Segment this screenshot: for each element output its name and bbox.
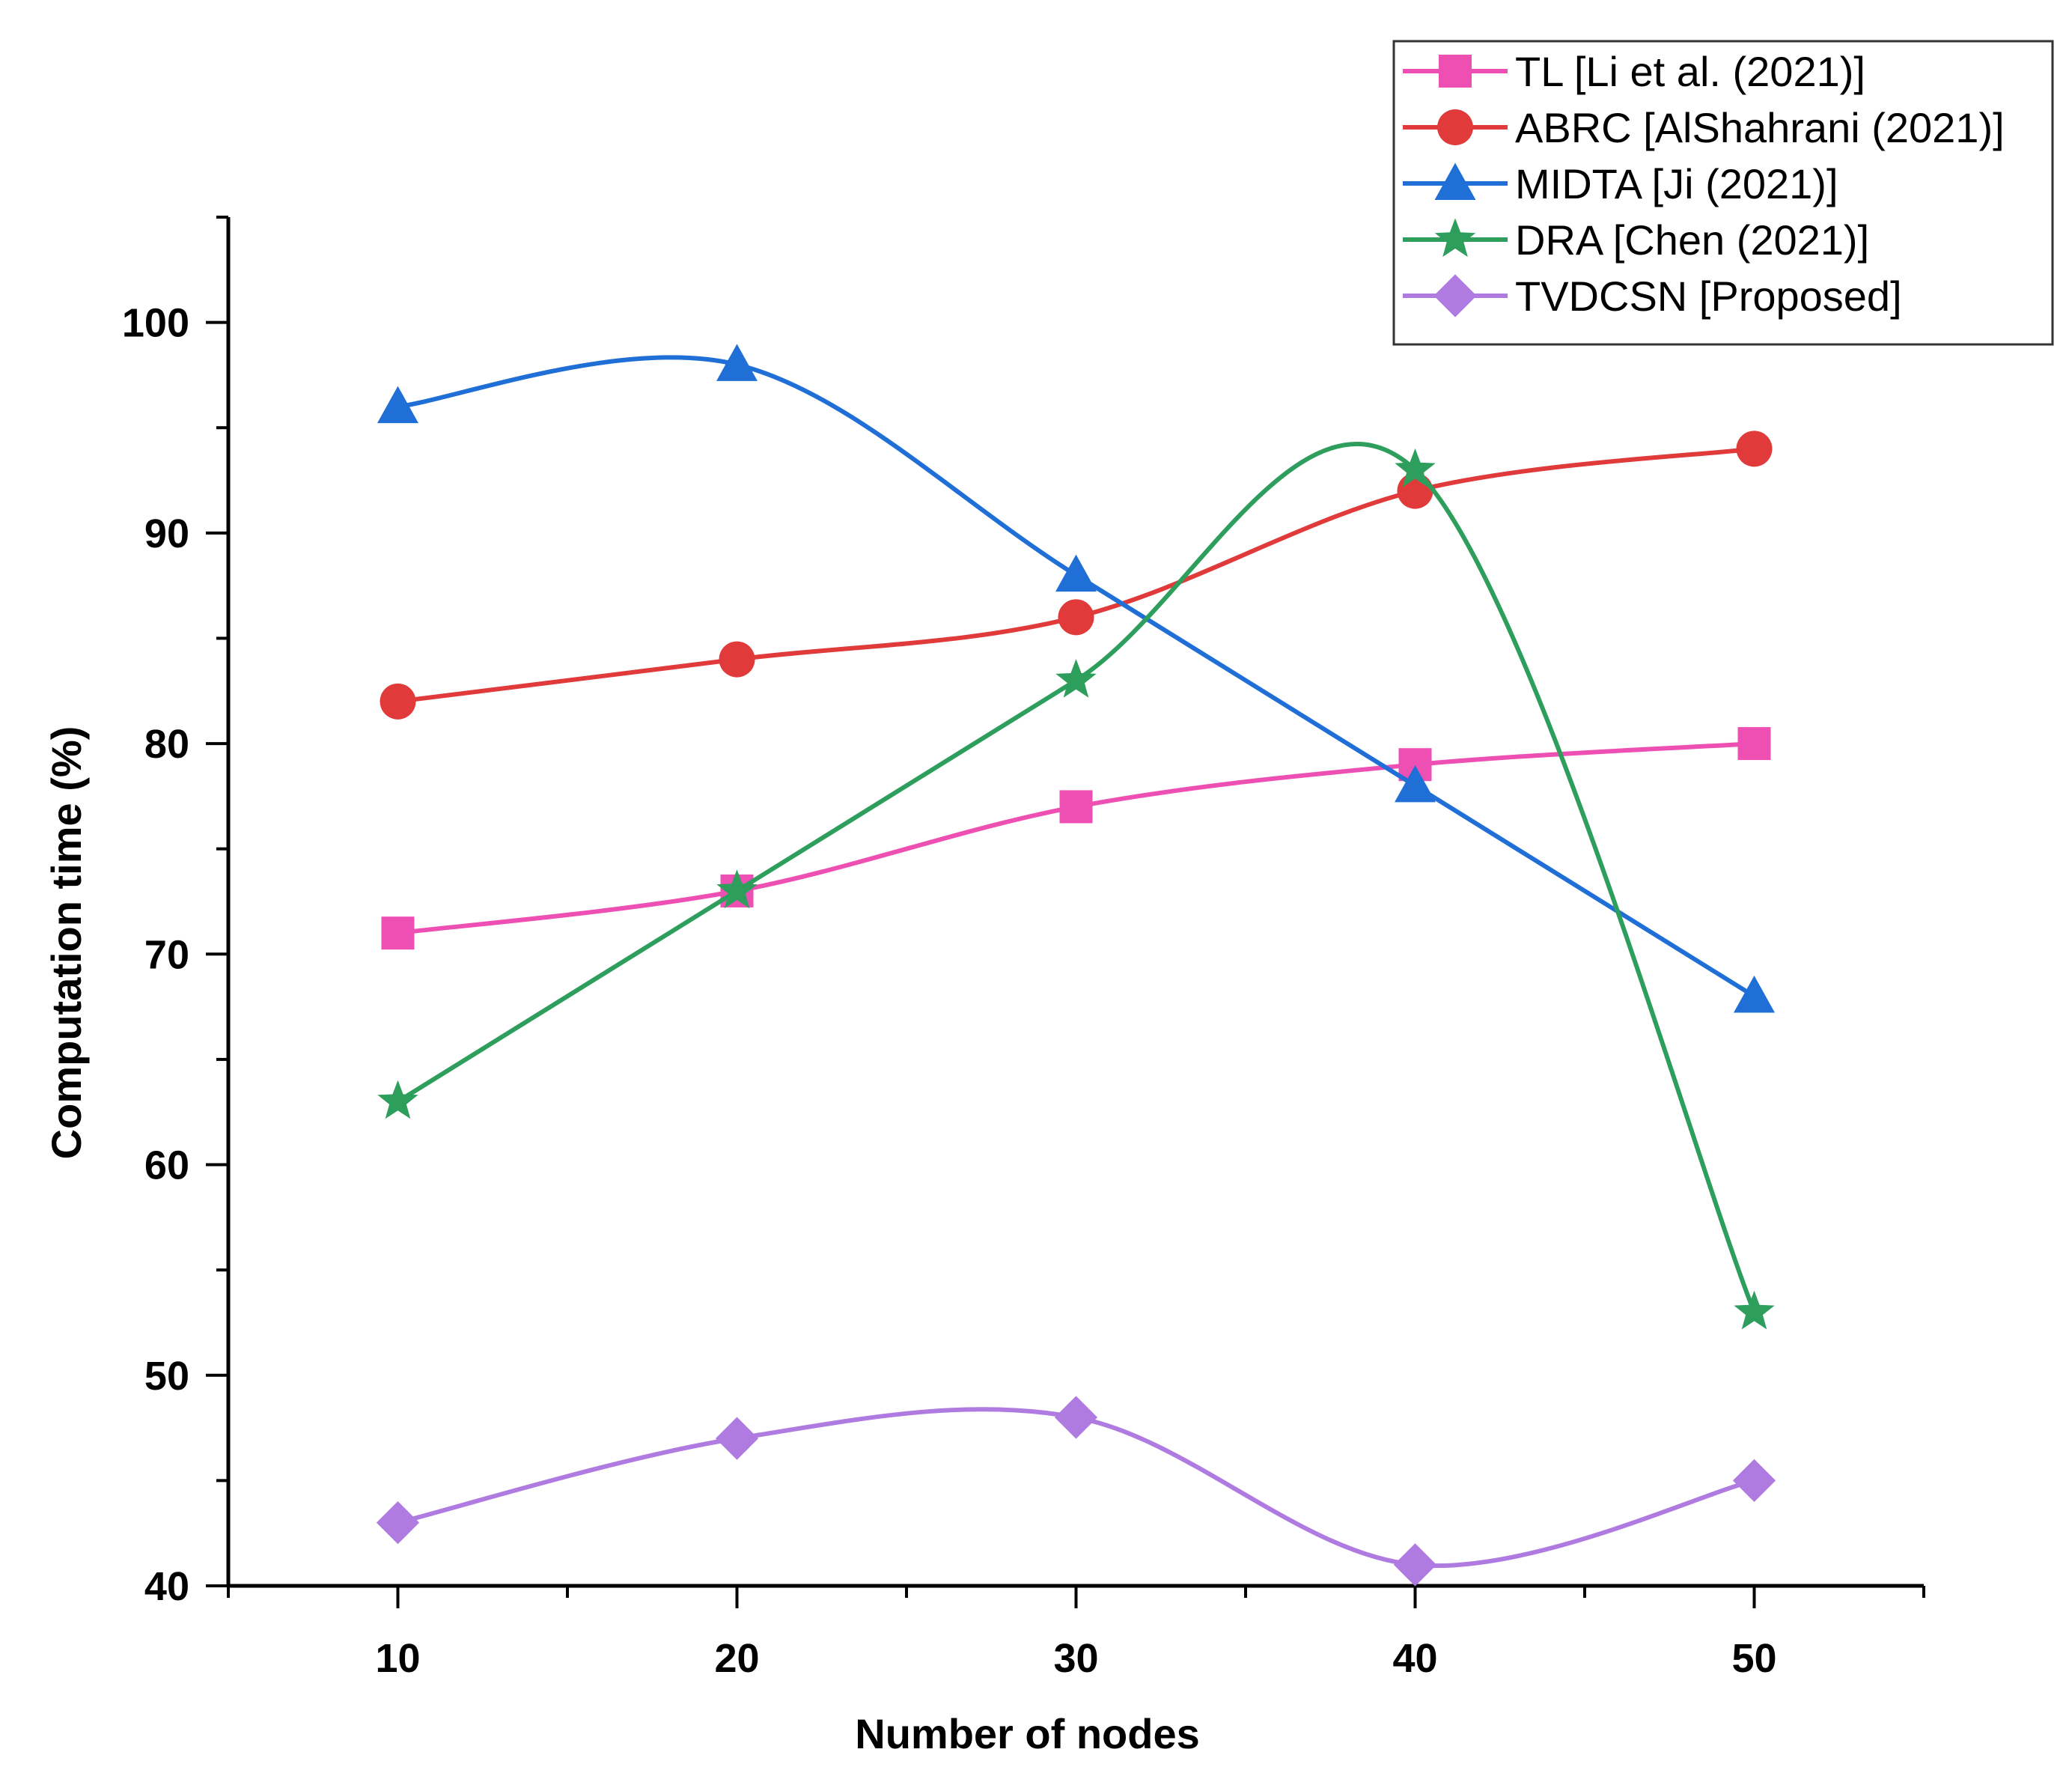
data-point-diamond (1732, 1459, 1776, 1502)
data-point-square (1059, 790, 1093, 824)
data-point-star (1055, 659, 1097, 698)
legend-marker-triangle (1434, 162, 1476, 200)
series-3 (377, 441, 1775, 1330)
x-tick-label: 40 (1392, 1636, 1437, 1681)
x-tick-label: 30 (1053, 1636, 1098, 1681)
data-point-triangle (716, 344, 758, 381)
data-point-diamond (376, 1501, 420, 1545)
y-tick-label: 90 (144, 511, 189, 556)
data-point-star (1395, 448, 1436, 487)
legend-marker-diamond (1433, 274, 1477, 317)
data-point-square (381, 916, 415, 950)
data-point-diamond (1393, 1543, 1437, 1587)
legend-marker-square (1439, 55, 1472, 88)
x-tick-label: 20 (714, 1636, 759, 1681)
y-tick-label: 50 (144, 1354, 189, 1399)
data-point-triangle (1734, 976, 1775, 1013)
data-point-star (716, 869, 758, 909)
y-tick-label: 100 (122, 301, 189, 346)
series-line (395, 441, 1757, 1315)
legend-item-2: MIDTA [Ji (2021)] (1403, 160, 1838, 207)
x-axis-title: Number of nodes (855, 1710, 1199, 1757)
legend-label: TVDCSN [Proposed] (1515, 273, 1902, 320)
y-tick-label: 40 (144, 1564, 189, 1609)
legend-label: ABRC [AlShahrani (2021)] (1515, 104, 2005, 151)
series-2 (377, 344, 1775, 1013)
data-point-triangle (1395, 764, 1436, 803)
legend-marker-star (1434, 218, 1476, 258)
legend-item-4: TVDCSN [Proposed] (1403, 273, 1902, 320)
y-tick-label: 60 (144, 1143, 189, 1188)
data-point-square (1737, 727, 1771, 761)
legend-item-0: TL [Li et al. (2021)] (1403, 48, 1865, 95)
legend-marker-circle (1437, 109, 1473, 145)
series-layer (376, 344, 1776, 1587)
data-point-triangle (1055, 554, 1097, 592)
data-point-diamond (715, 1417, 759, 1460)
axes: 40 50 60 70 80 90 100 10 20 30 40 50 Number of nodes… (43, 216, 1925, 1757)
legend-label: DRA [Chen (2021)] (1515, 216, 1869, 264)
x-tick-label: 50 (1731, 1636, 1776, 1681)
data-point-circle (380, 683, 416, 720)
y-tick-label: 80 (144, 722, 189, 767)
y-axis-title: Computation time (%) (43, 726, 90, 1160)
data-point-circle (719, 641, 755, 678)
series-line (395, 741, 1757, 936)
legend-item-1: ABRC [AlShahrani (2021)] (1403, 104, 2005, 151)
data-point-circle (1736, 431, 1773, 467)
data-point-circle (1058, 599, 1094, 636)
data-point-diamond (1054, 1396, 1098, 1439)
legend: TL [Li et al. (2021)] ABRC [AlShahrani (2… (1392, 40, 2054, 346)
legend-label: MIDTA [Ji (2021)] (1515, 160, 1838, 207)
legend-label: TL [Li et al. (2021)] (1515, 48, 1865, 95)
data-point-triangle (377, 386, 418, 424)
data-point-star (1734, 1290, 1775, 1330)
series-4 (376, 1396, 1776, 1587)
x-tick-label: 10 (375, 1636, 420, 1681)
y-tick-label: 70 (144, 932, 189, 977)
data-point-star (377, 1080, 418, 1119)
legend-item-3: DRA [Chen (2021)] (1403, 216, 1869, 264)
